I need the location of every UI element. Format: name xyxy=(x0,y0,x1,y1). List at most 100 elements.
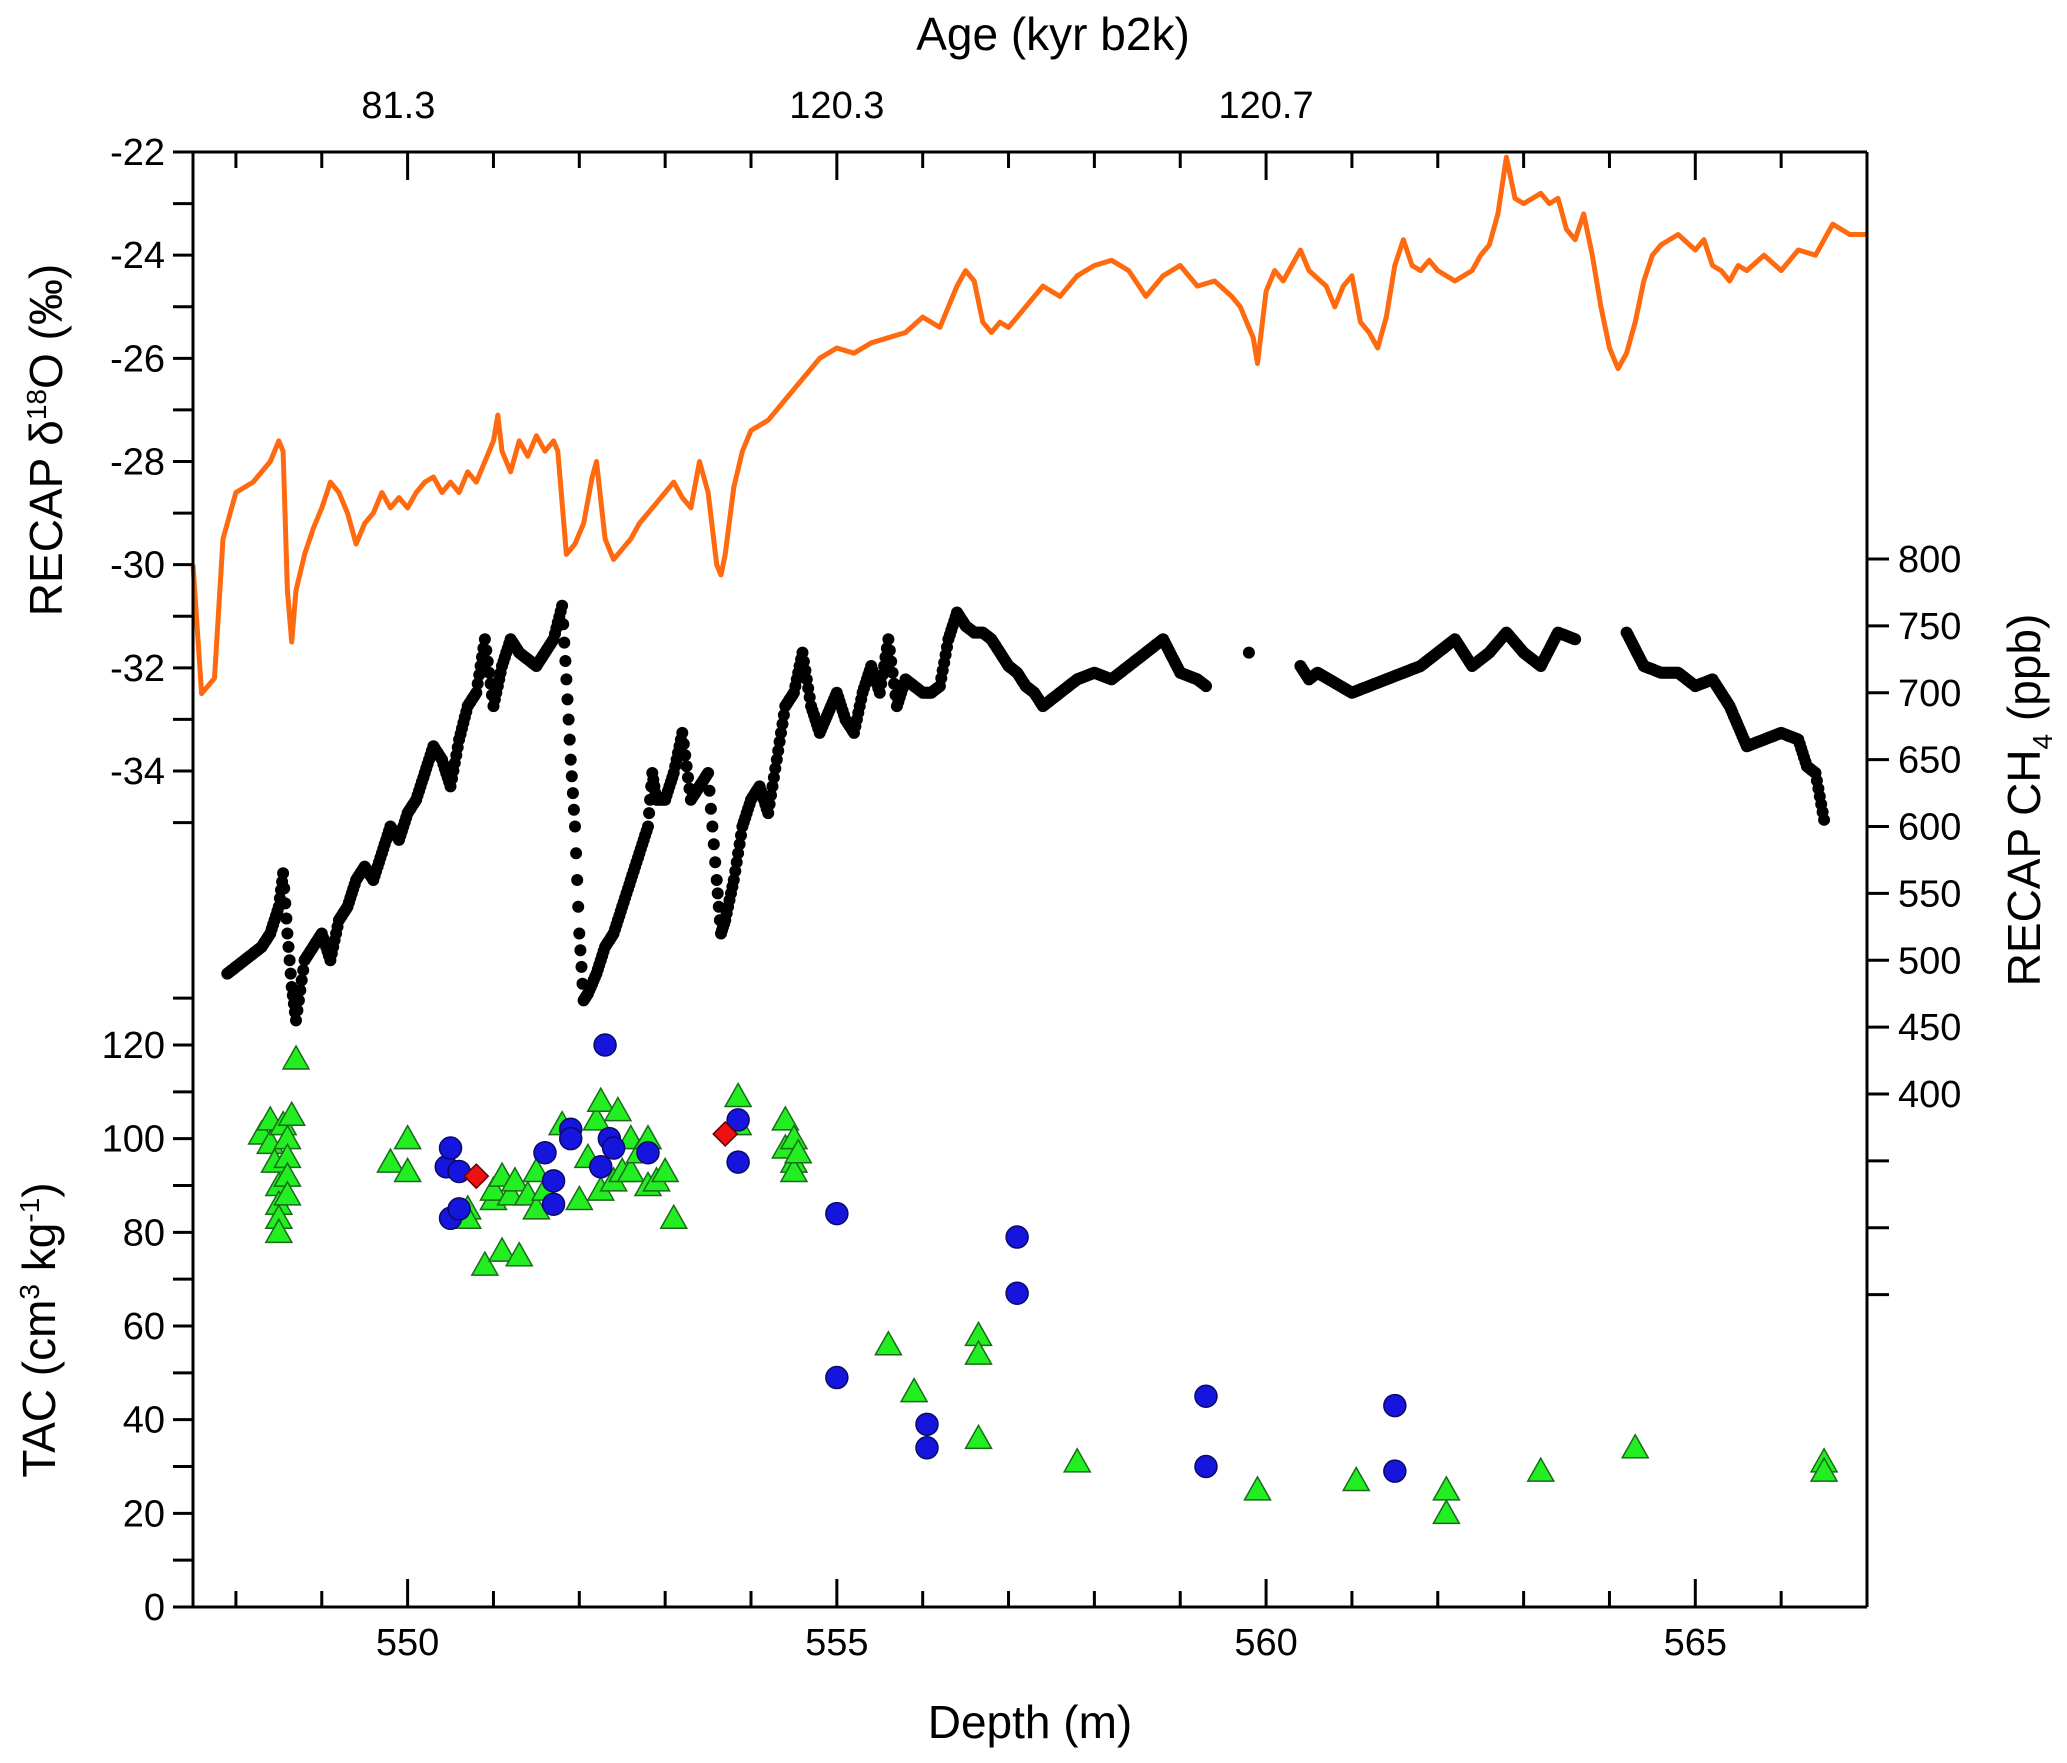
tac-circle-point xyxy=(726,1108,750,1132)
ch4-point xyxy=(564,753,577,766)
top-axis-title: Age (kyr b2k) xyxy=(916,8,1190,60)
ch4-point xyxy=(566,787,579,800)
ch4-point xyxy=(573,927,586,940)
ch4-point xyxy=(875,677,888,690)
tac-triangle-point xyxy=(650,1156,680,1183)
tac-circle-point xyxy=(825,1365,849,1390)
ch4-point xyxy=(556,599,569,612)
tac-triangle-point xyxy=(393,1124,422,1150)
ch4-point xyxy=(732,847,745,860)
tac-circle-point xyxy=(1005,1281,1029,1305)
ch4-point xyxy=(769,762,782,775)
ch4-point xyxy=(569,820,581,833)
tac-triangle-point xyxy=(1062,1447,1092,1473)
ch4-point xyxy=(1200,680,1212,693)
tac-triangle-point xyxy=(1809,1456,1839,1482)
ch4-point xyxy=(775,726,787,739)
ch4-point xyxy=(560,673,573,686)
ch4-point xyxy=(483,666,496,679)
tac-tick-label: 80 xyxy=(123,1212,165,1254)
ch4-point xyxy=(802,682,815,695)
ch4-point xyxy=(883,644,896,657)
tac-triangle-point xyxy=(899,1377,929,1403)
x-tick-label: 560 xyxy=(1234,1622,1297,1664)
ch4-point xyxy=(770,753,783,766)
ch4-point xyxy=(763,798,776,811)
ch4-point xyxy=(558,636,571,649)
ch4-point xyxy=(677,738,690,750)
ch4-point xyxy=(570,847,583,860)
top-tick-label: 120.3 xyxy=(789,85,884,127)
ch4-point xyxy=(707,838,720,851)
ch4-point xyxy=(796,646,809,659)
ch4-point xyxy=(567,803,580,816)
ch4-axis-title: RECAP CH4 (ppb) xyxy=(1998,614,2058,987)
ch4-point xyxy=(704,802,717,815)
tac-triangle-point xyxy=(487,1236,517,1262)
ch4-point xyxy=(679,749,692,762)
ch4-point xyxy=(282,940,295,953)
ch4-point xyxy=(676,726,689,739)
d18o-tick-label: -22 xyxy=(110,132,165,174)
tac-tick-label: 120 xyxy=(102,1025,165,1067)
tac-tick-label: 60 xyxy=(123,1306,165,1348)
tac-triangle-point xyxy=(603,1096,633,1122)
tac-axis-title: TAC (cm3 kg-1) xyxy=(13,1182,65,1477)
ch4-point xyxy=(797,655,810,668)
ch4-point xyxy=(766,780,779,793)
tac-triangle-point xyxy=(616,1156,646,1183)
tac-triangle-point xyxy=(582,1105,611,1131)
ch4-point xyxy=(278,882,291,895)
tac-circle-point xyxy=(1383,1393,1407,1418)
ch4-point xyxy=(1818,813,1831,826)
tac-circle-point xyxy=(541,1192,566,1216)
tac-triangle-point xyxy=(1341,1466,1371,1492)
ch4-point xyxy=(886,666,899,679)
tac-triangle-point xyxy=(393,1156,422,1183)
ch4-point xyxy=(283,954,296,967)
tac-triangle-point xyxy=(1243,1475,1272,1501)
tac-circle-point xyxy=(447,1197,471,1221)
tac-triangle-point xyxy=(1526,1456,1556,1482)
d18o-tick-label: -24 xyxy=(110,235,165,277)
x-tick-label: 550 xyxy=(376,1622,439,1664)
tac-triangle-point xyxy=(1432,1498,1461,1525)
tac-triangle-point xyxy=(964,1423,993,1450)
tac-triangle-point xyxy=(479,1175,508,1201)
tac-triangle-point xyxy=(264,1217,294,1244)
ch4-point xyxy=(561,693,574,706)
ch4-tick-label: 400 xyxy=(1898,1074,1961,1116)
tac-circle-point xyxy=(825,1201,849,1226)
ch4-point xyxy=(471,677,484,690)
x-tick-label: 565 xyxy=(1664,1622,1727,1664)
tac-triangle-point xyxy=(1432,1475,1461,1501)
ch4-tick-label: 650 xyxy=(1898,740,1961,782)
ch4-point xyxy=(767,771,780,784)
ch4-tick-label: 450 xyxy=(1898,1007,1961,1049)
ch4-point xyxy=(765,789,777,802)
ch4-point xyxy=(563,733,576,746)
ch4-point xyxy=(470,686,483,699)
ch4-point xyxy=(279,897,292,910)
tac-triangle-point xyxy=(723,1081,753,1108)
ch4-point xyxy=(712,900,725,913)
tac-circle-point xyxy=(601,1136,626,1160)
tac-circle-point xyxy=(593,1033,617,1057)
tac-diamond-point xyxy=(463,1163,490,1190)
ch4-point xyxy=(280,912,293,925)
ch4-point xyxy=(281,927,294,940)
ch4-point xyxy=(481,655,494,668)
tac-triangle-point xyxy=(565,1185,594,1211)
ch4-point xyxy=(762,807,775,820)
ch4-point xyxy=(727,874,740,886)
top-tick-label: 81.3 xyxy=(361,85,435,127)
ch4-point xyxy=(478,633,491,646)
ch4-point xyxy=(777,709,790,721)
ch4-point xyxy=(295,974,308,987)
ch4-point xyxy=(557,618,570,631)
tac-tick-label: 20 xyxy=(123,1493,165,1535)
tac-diamond-point xyxy=(712,1120,739,1148)
tac-tick-label: 0 xyxy=(144,1587,165,1629)
tac-triangle-point xyxy=(522,1156,551,1183)
ch4-point xyxy=(735,829,747,842)
